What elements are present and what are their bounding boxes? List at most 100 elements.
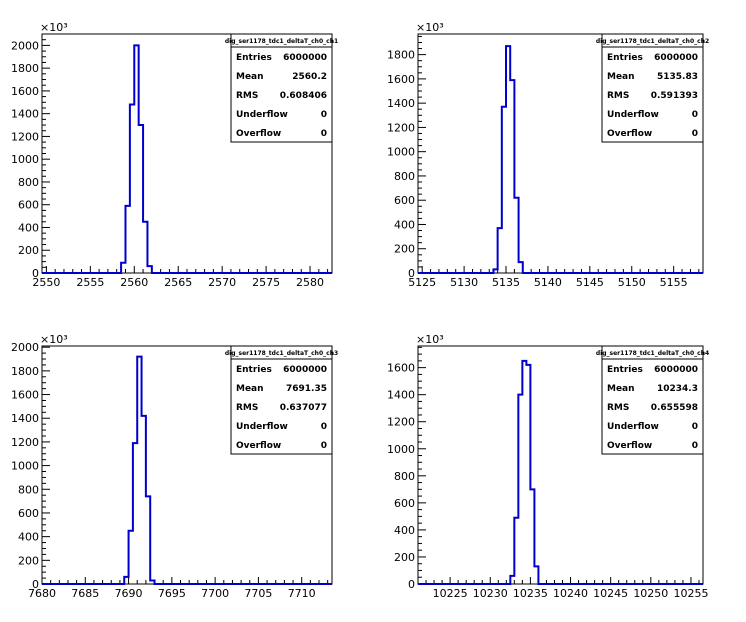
y-tick-label: 800 (394, 470, 415, 483)
stats-label: RMS (607, 403, 629, 413)
x-tick-label: 10230 (473, 587, 508, 600)
stats-value: 0 (692, 129, 698, 139)
histogram-outline (418, 359, 703, 585)
y-tick-label: 1800 (11, 62, 39, 75)
y-tick-label: 200 (394, 243, 415, 256)
y-tick-label: 0 (32, 578, 39, 591)
y-exponent-label: ×10³ (416, 333, 444, 346)
x-tick-label: 7710 (288, 587, 316, 600)
stats-label: Mean (236, 384, 264, 394)
stats-value: 0.655598 (651, 403, 698, 413)
stats-value: 6000000 (283, 53, 327, 63)
stats-label: Overflow (236, 441, 281, 451)
x-tick-label: 10255 (673, 587, 708, 600)
stats-label: Underflow (607, 110, 659, 120)
stats-value: 6000000 (654, 365, 698, 375)
stats-label: Overflow (236, 129, 281, 139)
stats-box: dig_ser1178_tdc1_deltaT_ch0_ch3 Entries 60… (225, 345, 338, 455)
stats-label: Entries (607, 53, 643, 63)
y-exponent-label: ×10³ (40, 21, 68, 34)
x-tick-label: 2550 (32, 276, 60, 289)
stats-label: Underflow (236, 110, 288, 120)
stats-box: dig_ser1178_tdc1_deltaT_ch0_ch1 Entries 60… (225, 33, 338, 143)
stats-label: Overflow (607, 129, 652, 139)
stats-value: 0.608406 (280, 91, 327, 101)
stats-box-frame (230, 33, 333, 143)
x-tick-label: 10225 (433, 587, 468, 600)
stats-label: Underflow (236, 422, 288, 432)
stats-label: RMS (607, 91, 629, 101)
y-tick-label: 1600 (11, 389, 39, 402)
x-tick-label: 2570 (208, 276, 236, 289)
y-tick-label: 1400 (387, 97, 415, 110)
y-tick-label: 200 (394, 551, 415, 564)
x-tick-label: 5155 (660, 276, 688, 289)
x-tick-label: 5125 (408, 276, 436, 289)
x-tick-label: 7705 (244, 587, 272, 600)
stats-value: 0 (321, 422, 327, 432)
histogram-panel-3: 7680 7685 7690 7695 7700 7705 7710 0 200 400 600 80… (11, 333, 338, 600)
y-tick-label: 1000 (387, 146, 415, 159)
stats-value: 10234.3 (657, 384, 698, 394)
y-tick-label: 1200 (387, 121, 415, 134)
y-tick-label: 2000 (11, 39, 39, 52)
y-tick-label: 400 (394, 218, 415, 231)
x-tick-label: 5145 (576, 276, 604, 289)
stats-value: 0 (321, 110, 327, 120)
x-tick-label: 10250 (633, 587, 668, 600)
y-exponent-label: ×10³ (416, 21, 444, 34)
x-tick-label: 5150 (618, 276, 646, 289)
histogram-title: dig_ser1178_tdc1_deltaT_ch0_ch4 (596, 350, 709, 357)
stats-value: 6000000 (283, 365, 327, 375)
x-tick-label: 2555 (76, 276, 104, 289)
stats-value: 0.591393 (651, 91, 698, 101)
stats-label: RMS (236, 403, 258, 413)
stats-box-frame (230, 345, 333, 455)
x-tick-label: 10235 (513, 587, 548, 600)
y-tick-label: 1200 (387, 416, 415, 429)
histogram-panel-1: 2550 2555 2560 2565 2570 2575 2580 0 200 400 600 80… (11, 21, 338, 289)
y-tick-label: 200 (18, 554, 39, 567)
stats-label: RMS (236, 91, 258, 101)
y-tick-label: 600 (394, 497, 415, 510)
x-tick-label: 7690 (115, 587, 143, 600)
histogram-title: dig_ser1178_tdc1_deltaT_ch0_ch3 (225, 350, 338, 357)
y-tick-label: 800 (18, 483, 39, 496)
histogram-outline (42, 355, 332, 585)
y-tick-label: 1400 (11, 108, 39, 121)
y-tick-label: 1800 (11, 365, 39, 378)
y-tick-label: 1600 (387, 362, 415, 375)
y-tick-label: 0 (408, 267, 415, 280)
y-tick-label: 1800 (387, 49, 415, 62)
x-tick-label: 2565 (164, 276, 192, 289)
y-tick-label: 1600 (11, 85, 39, 98)
x-tick-label: 10245 (593, 587, 628, 600)
y-tick-label: 800 (18, 176, 39, 189)
stats-value: 0 (692, 441, 698, 451)
stats-value: 0.637077 (280, 403, 327, 413)
x-tick-label: 7680 (28, 587, 56, 600)
x-tick-label: 5135 (492, 276, 520, 289)
stats-label: Entries (607, 365, 643, 375)
stats-box: dig_ser1178_tdc1_deltaT_ch0_ch2 Entries 60… (596, 33, 709, 143)
stats-label: Overflow (607, 441, 652, 451)
stats-value: 0 (321, 129, 327, 139)
x-tick-label: 7685 (71, 587, 99, 600)
y-tick-label: 1200 (11, 130, 39, 143)
stats-label: Underflow (607, 422, 659, 432)
y-tick-label: 1400 (387, 389, 415, 402)
histogram-outline (42, 44, 332, 274)
y-tick-label: 1000 (11, 460, 39, 473)
x-tick-label: 2560 (120, 276, 148, 289)
stats-value: 7691.35 (286, 384, 327, 394)
y-tick-label: 800 (394, 170, 415, 183)
x-tick-label: 5130 (450, 276, 478, 289)
y-tick-label: 400 (394, 524, 415, 537)
y-tick-label: 1000 (387, 443, 415, 456)
y-tick-label: 600 (18, 507, 39, 520)
y-tick-label: 1200 (11, 436, 39, 449)
x-tick-label: 7700 (201, 587, 229, 600)
stats-value: 0 (692, 110, 698, 120)
stats-value: 0 (692, 422, 698, 432)
